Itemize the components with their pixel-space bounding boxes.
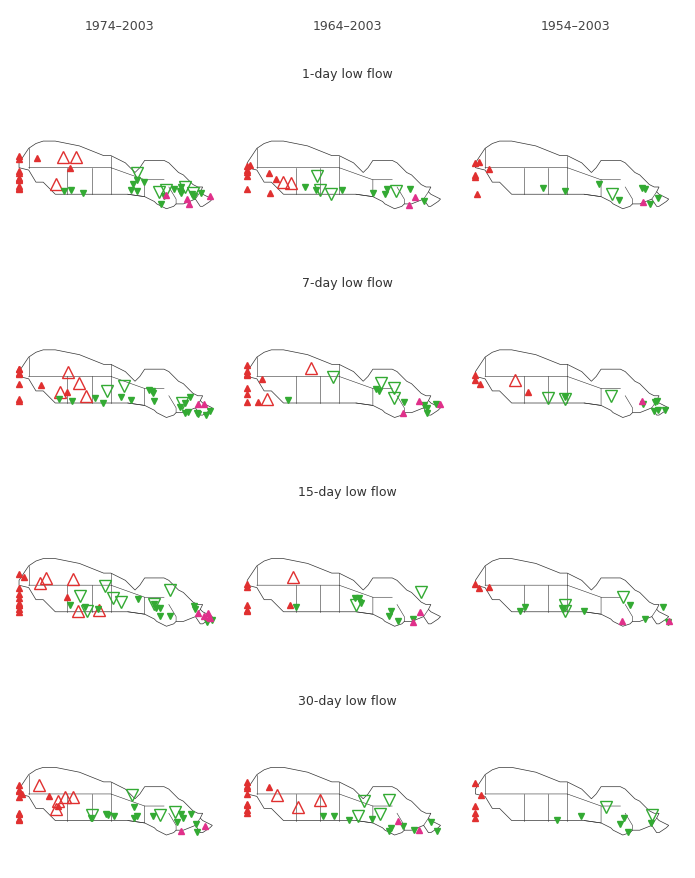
Text: 1-day low flow: 1-day low flow bbox=[302, 68, 393, 81]
Text: 1964–2003: 1964–2003 bbox=[313, 20, 382, 32]
Text: 1974–2003: 1974–2003 bbox=[85, 20, 154, 32]
Text: 7-day low flow: 7-day low flow bbox=[302, 277, 393, 290]
Text: 1954–2003: 1954–2003 bbox=[541, 20, 610, 32]
Text: 30-day low flow: 30-day low flow bbox=[298, 694, 397, 707]
Text: 15-day low flow: 15-day low flow bbox=[298, 486, 397, 498]
